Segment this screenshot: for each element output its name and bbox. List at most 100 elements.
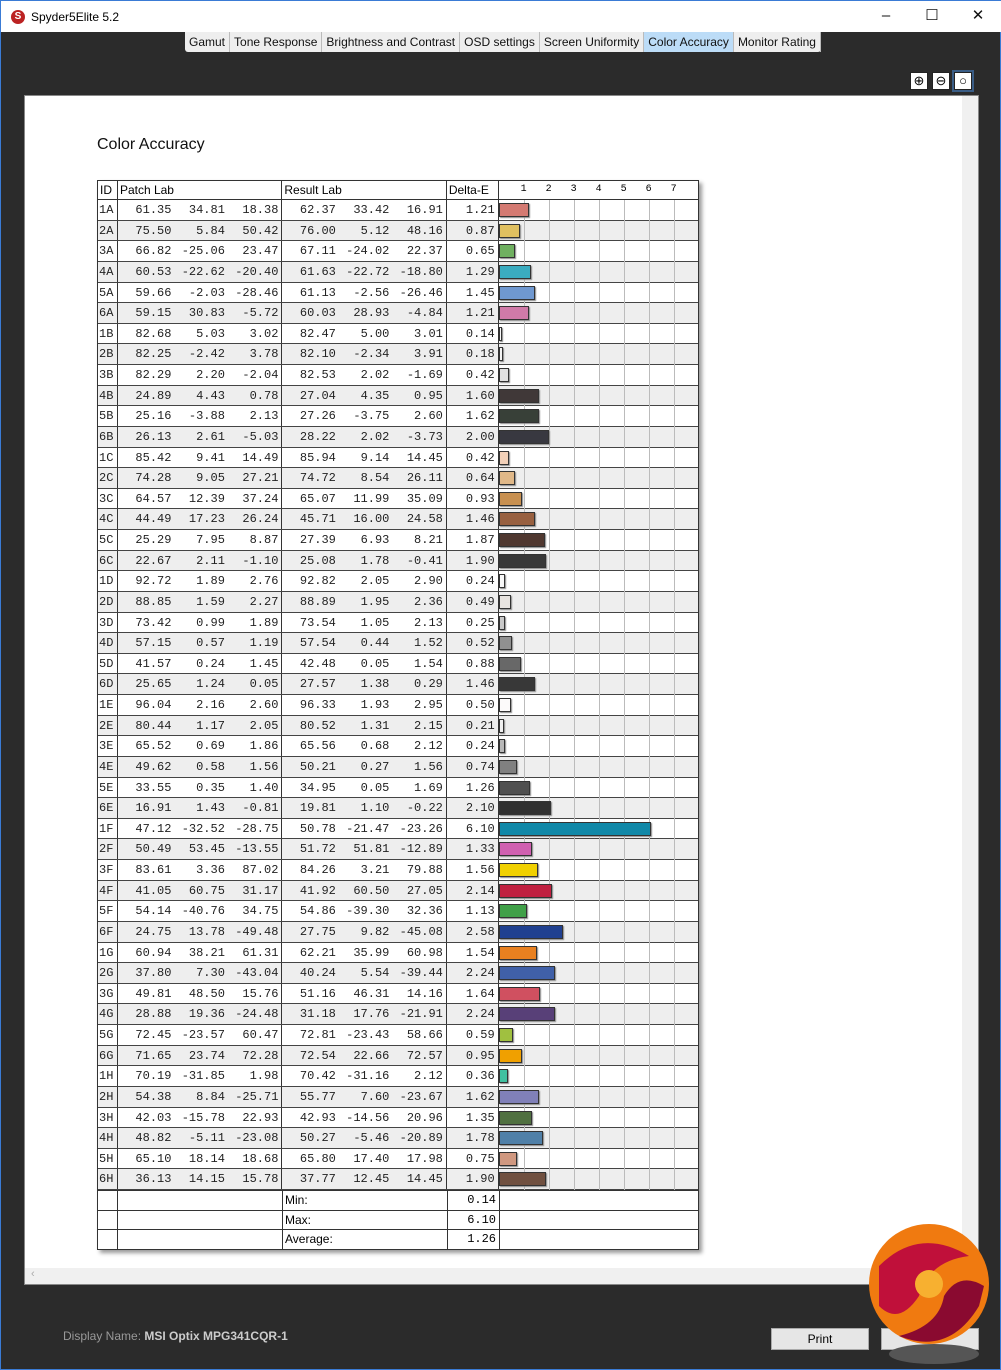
result-lab: 54.86 -39.30 32.36: [282, 901, 447, 921]
patch-lab-value: 22.67: [135, 553, 172, 568]
grid-line: [548, 282, 550, 304]
patch-lab-value: 48.50: [188, 986, 225, 1001]
patch-lab-value: 2.11: [196, 553, 225, 568]
grid-line: [573, 633, 575, 655]
patch-lab-value: -25.71: [235, 1089, 279, 1104]
grid-line: [673, 303, 675, 325]
tab-brightness-and-contrast[interactable]: Brightness and Contrast: [322, 32, 461, 52]
result-lab: 96.33 1.93 2.95: [282, 695, 447, 715]
print-button[interactable]: Print: [771, 1328, 869, 1350]
delta-e-bar: [498, 945, 538, 960]
result-lab: 84.26 3.21 79.88: [282, 860, 447, 880]
delta-e-bar-cell: [498, 777, 698, 799]
result-lab-value: -0.22: [406, 801, 443, 816]
patch-lab-value: -5.72: [242, 306, 279, 321]
maximize-button[interactable]: ☐: [925, 7, 939, 24]
delta-e-bar: [498, 1089, 540, 1104]
grid-line: [623, 633, 625, 655]
grid-line: [623, 488, 625, 510]
zoom-fit-icon[interactable]: ○: [952, 70, 974, 92]
patch-lab-value: 24.75: [135, 924, 172, 939]
vertical-scrollbar[interactable]: [962, 96, 978, 1270]
patch-lab: 54.14 -40.76 34.75: [118, 901, 283, 921]
tab-monitor-rating[interactable]: Monitor Rating: [734, 32, 821, 52]
patch-lab-value: 14.49: [242, 450, 279, 465]
patch-lab-value: 15.76: [242, 986, 279, 1001]
patch-lab-value: 12.39: [188, 491, 225, 506]
axis-tick-label: 7: [670, 184, 677, 195]
delta-e-bar: [498, 1048, 523, 1063]
delta-e-bar: [498, 491, 522, 506]
grid-line: [523, 612, 525, 634]
grid-line: [548, 1025, 550, 1046]
result-lab: 42.48 0.05 1.54: [282, 653, 447, 674]
delta-e-bar: [498, 264, 531, 279]
grid-line: [573, 942, 575, 964]
grid-line: [548, 220, 550, 242]
grid-line: [573, 860, 575, 881]
patch-lab-value: 34.75: [242, 904, 279, 919]
grid-line: [548, 447, 550, 469]
zoom-in-icon[interactable]: ⊕: [910, 72, 928, 90]
delta-e-bar: [498, 863, 538, 877]
patch-id: 1D: [98, 571, 118, 591]
patch-lab-value: 2.60: [249, 698, 279, 712]
table-row: 5G 72.45 -23.57 60.47 72.81 -23.43 58.66 0.59: [98, 1025, 698, 1046]
tab-color-accuracy[interactable]: Color Accuracy: [644, 32, 734, 52]
result-lab-value: 1.31: [360, 718, 390, 733]
patch-lab-value: -49.48: [235, 924, 279, 939]
grid-line: [573, 1045, 575, 1067]
delta-e-value: 0.75: [447, 1148, 499, 1169]
patch-lab-value: 38.21: [188, 945, 225, 960]
table-row: 6H 36.13 14.15 15.78 37.77 12.45 14.45 1.90: [98, 1169, 699, 1191]
delta-e-bar-cell: [498, 303, 699, 325]
patch-lab-value: 31.17: [242, 883, 279, 898]
patch-lab-value: 83.61: [135, 863, 172, 877]
grid-line: [548, 303, 550, 325]
result-lab-value: 24.58: [406, 512, 443, 527]
result-lab-value: -0.41: [406, 553, 443, 568]
delta-e-bar-cell: [498, 1086, 699, 1108]
tab-screen-uniformity[interactable]: Screen Uniformity: [540, 32, 645, 52]
result-lab-value: 1.95: [360, 594, 390, 609]
close-button[interactable]: ✕: [971, 7, 985, 24]
patch-lab-value: 71.65: [135, 1048, 172, 1063]
delta-e-value: 1.56: [447, 860, 499, 880]
minimize-button[interactable]: –: [881, 7, 891, 24]
grid-line: [623, 674, 625, 696]
grid-line: [548, 860, 550, 881]
delta-e-bar: [498, 615, 505, 630]
grid-line: [523, 1148, 525, 1170]
grid-line: [623, 1086, 625, 1108]
grid-line: [673, 468, 675, 490]
result-lab-value: 1.93: [360, 698, 390, 712]
tab-tone-response[interactable]: Tone Response: [230, 32, 323, 52]
grid-line: [673, 261, 675, 283]
grid-line: [548, 1169, 550, 1191]
grid-line: [548, 468, 550, 490]
delta-e-bar: [498, 759, 518, 774]
horizontal-scrollbar[interactable]: ‹: [25, 1268, 978, 1284]
zoom-out-icon[interactable]: ⊖: [932, 72, 950, 90]
result-lab-value: 73.54: [299, 615, 336, 630]
grid-line: [623, 344, 625, 366]
result-lab-value: 2.05: [360, 574, 390, 589]
patch-id: 6D: [98, 674, 118, 694]
result-lab-value: 40.24: [299, 966, 336, 981]
patch-lab-value: 1.40: [249, 780, 279, 795]
grid-line: [673, 200, 675, 221]
patch-lab-value: 0.78: [249, 388, 279, 403]
patch-lab-value: -32.52: [181, 821, 225, 836]
result-lab-value: 0.68: [360, 739, 390, 754]
grid-line: [573, 839, 575, 861]
tab-osd-settings[interactable]: OSD settings: [460, 32, 540, 52]
patch-id: 1E: [98, 695, 118, 715]
patch-lab-value: 70.19: [135, 1069, 172, 1084]
patch-lab: 28.88 19.36 -24.48: [117, 1004, 283, 1024]
tab-gamut[interactable]: Gamut: [185, 32, 231, 52]
delta-e-bar-cell: [498, 488, 698, 510]
table-row: 4B 24.89 4.43 0.78 27.04 4.35 0.95 1.60: [98, 385, 699, 407]
watermark-logo: [869, 1224, 989, 1364]
grid-line: [523, 488, 525, 510]
result-lab-value: 80.52: [299, 718, 336, 733]
